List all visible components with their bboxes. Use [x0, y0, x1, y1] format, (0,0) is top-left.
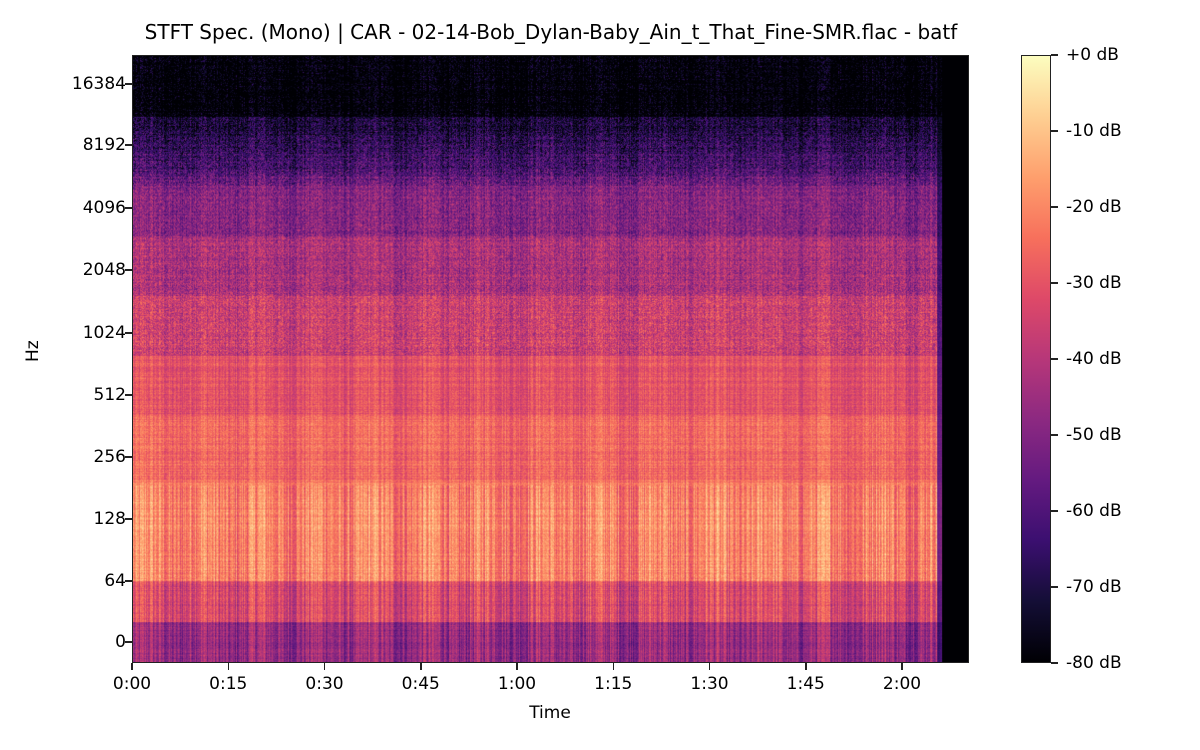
colorbar-tick-label: +0 dB	[1066, 45, 1119, 65]
x-tick-label: 0:45	[401, 674, 440, 694]
y-tick-mark	[125, 518, 132, 520]
y-tick-label: 4096	[82, 198, 126, 218]
colorbar-tick-mark	[1051, 358, 1058, 360]
colorbar-tick-label: -30 dB	[1066, 273, 1122, 293]
y-tick-mark	[125, 456, 132, 458]
x-tick-mark	[227, 663, 229, 670]
x-tick-mark	[901, 663, 903, 670]
y-tick-label: 8192	[82, 135, 126, 155]
y-tick-label: 2048	[82, 260, 126, 280]
colorbar-tick-label: -80 dB	[1066, 653, 1122, 673]
colorbar-tick-mark	[1051, 586, 1058, 588]
x-tick-mark	[131, 663, 133, 670]
y-tick-label: 1024	[82, 323, 126, 343]
colorbar-tick-mark	[1051, 130, 1058, 132]
x-tick-label: 1:45	[786, 674, 825, 694]
x-tick-label: 0:15	[209, 674, 248, 694]
y-tick-mark	[125, 83, 132, 85]
y-tick-label: 16384	[71, 74, 126, 94]
colorbar	[1021, 55, 1051, 663]
y-tick-mark	[125, 641, 132, 643]
y-tick-mark	[125, 580, 132, 582]
x-tick-label: 0:00	[112, 674, 152, 694]
colorbar-tick-mark	[1051, 206, 1058, 208]
x-tick-label: 0:30	[305, 674, 344, 694]
x-tick-mark	[516, 663, 518, 670]
colorbar-tick-mark	[1051, 510, 1058, 512]
y-tick-mark	[125, 394, 132, 396]
x-tick-mark	[420, 663, 422, 670]
y-tick-label: 64	[104, 571, 126, 591]
y-tick-mark	[125, 144, 132, 146]
y-axis-label: Hz	[23, 340, 43, 362]
colorbar-tick-label: -60 dB	[1066, 501, 1122, 521]
x-tick-label: 1:15	[594, 674, 633, 694]
colorbar-tick-label: -20 dB	[1066, 197, 1122, 217]
y-tick-mark	[125, 269, 132, 271]
x-tick-label: 1:30	[690, 674, 729, 694]
spectrogram-image	[133, 56, 968, 662]
colorbar-tick-mark	[1051, 662, 1058, 664]
colorbar-tick-label: -10 dB	[1066, 121, 1122, 141]
chart-title: STFT Spec. (Mono) | CAR - 02-14-Bob_Dyla…	[144, 20, 958, 44]
colorbar-tick-label: -70 dB	[1066, 577, 1122, 597]
colorbar-tick-label: -40 dB	[1066, 349, 1122, 369]
colorbar-tick-mark	[1051, 282, 1058, 284]
x-tick-mark	[612, 663, 614, 670]
y-tick-label: 128	[93, 509, 126, 529]
x-axis-label: Time	[529, 703, 571, 723]
y-tick-mark	[125, 207, 132, 209]
y-tick-mark	[125, 332, 132, 334]
colorbar-tick-mark	[1051, 434, 1058, 436]
x-tick-label: 2:00	[882, 674, 922, 694]
colorbar-tick-mark	[1051, 54, 1058, 56]
x-tick-mark	[805, 663, 807, 670]
y-tick-label: 512	[93, 385, 126, 405]
colorbar-tick-label: -50 dB	[1066, 425, 1122, 445]
spectrogram-plot-area	[132, 55, 969, 663]
y-tick-label: 256	[93, 447, 126, 467]
x-tick-mark	[323, 663, 326, 670]
x-tick-mark	[708, 663, 711, 670]
y-tick-label: 0	[115, 632, 126, 652]
x-tick-label: 1:00	[497, 674, 537, 694]
